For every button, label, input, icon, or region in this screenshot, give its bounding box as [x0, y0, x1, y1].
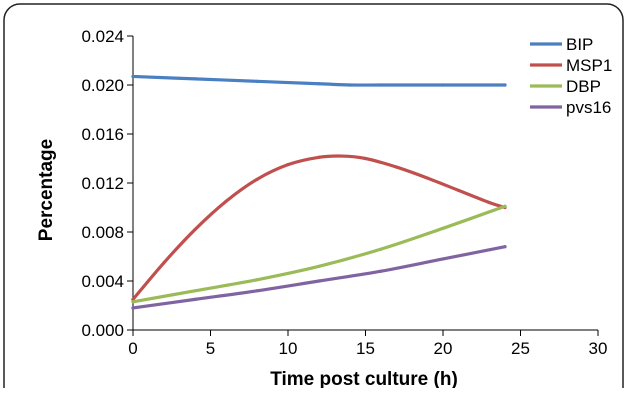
y-tick-label: 0.016: [81, 125, 124, 144]
data-point: [255, 79, 259, 83]
data-point: [379, 247, 383, 251]
legend-label-msp1: MSP1: [566, 56, 612, 75]
data-point: [503, 204, 507, 208]
data-point: [193, 227, 197, 232]
series-line-bip: [131, 74, 507, 87]
x-tick-label: 15: [356, 339, 375, 358]
y-tick-label: 0.024: [81, 27, 124, 46]
data-point: [131, 300, 135, 304]
data-point: [162, 261, 166, 265]
x-tick-label: 20: [434, 339, 453, 358]
data-point: [503, 83, 507, 87]
data-point: [363, 156, 368, 161]
data-point: [425, 176, 430, 180]
y-tick-label: 0.000: [81, 321, 124, 340]
data-point: [348, 83, 352, 87]
y-axis-label: Percentage: [36, 139, 57, 241]
data-point: [224, 199, 228, 203]
data-point: [317, 82, 321, 86]
data-point: [131, 306, 135, 310]
legend-label-bip: BIP: [566, 35, 593, 54]
data-point: [193, 77, 197, 81]
legend-label-pvs16: pvs16: [566, 98, 611, 117]
axes: 0.000 0.004 0.008 0.012 0.016 0.020 0.024 0 5 10 1…: [81, 27, 607, 358]
data-point: [379, 269, 383, 273]
data-point: [441, 257, 445, 261]
data-point: [255, 177, 259, 181]
data-point: [317, 279, 321, 283]
legend-label-dbp: DBP: [566, 77, 601, 96]
x-tick-label: 0: [128, 339, 137, 358]
data-point: [503, 245, 507, 249]
data-point: [286, 163, 290, 167]
data-point: [193, 297, 197, 301]
data-point: [131, 74, 135, 79]
data-point: [394, 165, 399, 169]
data-point: [255, 278, 259, 282]
data-point: [317, 264, 321, 268]
data-point: [487, 201, 492, 205]
y-tick-label: 0.020: [81, 76, 124, 95]
data-point: [317, 155, 321, 159]
series-layer: [131, 74, 507, 310]
y-tick-label: 0.008: [81, 223, 124, 242]
data-point: [340, 154, 344, 158]
data-point: [456, 188, 461, 192]
data-point: [379, 83, 383, 87]
x-tick-label: 5: [206, 339, 215, 358]
data-point: [441, 226, 445, 230]
x-tick-label: 30: [589, 339, 608, 358]
legend: BIP MSP1 DBP pvs16: [530, 35, 612, 117]
x-axis-label: Time post culture (h): [270, 369, 458, 388]
data-point: [193, 289, 197, 293]
y-tick-label: 0.004: [81, 272, 124, 291]
data-point: [255, 289, 259, 293]
data-point: [441, 83, 445, 87]
y-tick-label: 0.012: [81, 174, 124, 193]
x-tick-label: 10: [279, 339, 298, 358]
series-line-msp1: [131, 154, 507, 301]
x-tick-label: 25: [511, 339, 530, 358]
